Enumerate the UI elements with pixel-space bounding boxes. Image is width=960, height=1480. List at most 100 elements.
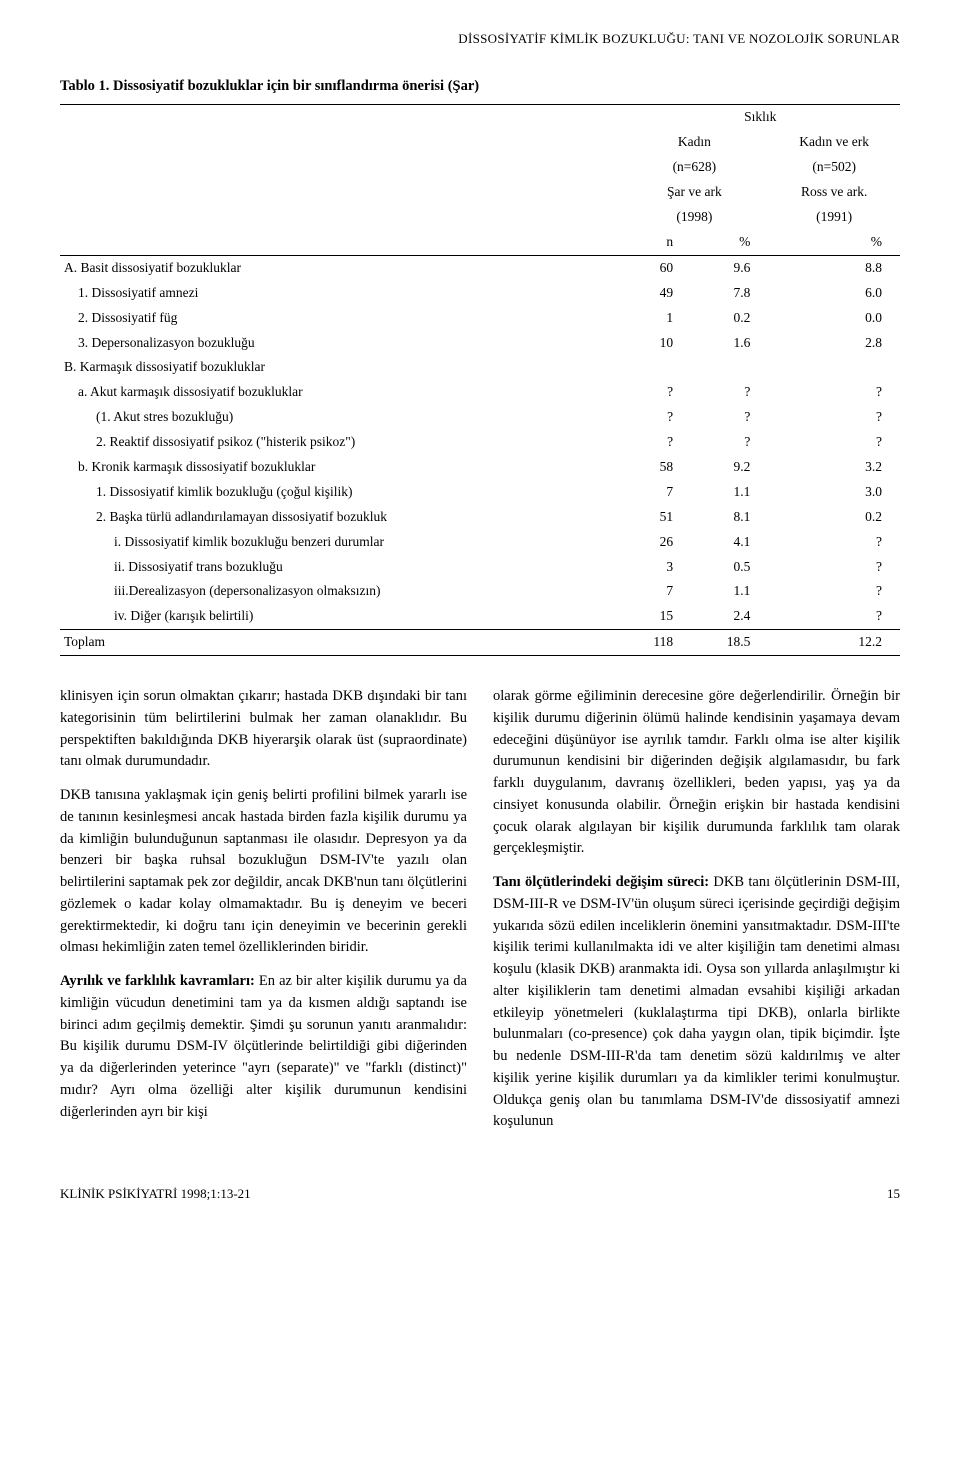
table-row: 1. Dissosiyatif amnezi497.86.0 [60, 281, 900, 306]
row-p1: 0.5 [691, 555, 768, 580]
row-p2: ? [768, 430, 900, 455]
row-p2: ? [768, 604, 900, 629]
row-label: 1. Dissosiyatif kimlik bozukluğu (çoğul … [60, 480, 620, 505]
row-p2 [768, 355, 900, 380]
row-label: iii.Derealizasyon (depersonalizasyon olm… [60, 579, 620, 604]
col-n: n [620, 230, 691, 255]
col2-h3: Ross ve ark. [768, 180, 900, 205]
para-r2-lead: Tanı ölçütlerindeki değişim süreci: [493, 874, 709, 890]
row-label: 2. Reaktif dissosiyatif psikoz ("histeri… [60, 430, 620, 455]
para-r2-body: DKB tanı ölçütlerinin DSM-III, DSM-III-R… [493, 874, 900, 1129]
para-l3: Ayrılık ve farklılık kavramları: En az b… [60, 971, 467, 1123]
row-p2: 0.2 [768, 505, 900, 530]
row-p1: 2.4 [691, 604, 768, 629]
total-p1: 18.5 [691, 630, 768, 656]
row-p2: ? [768, 405, 900, 430]
row-n: ? [620, 430, 691, 455]
col1-h1: Kadın [620, 130, 768, 155]
total-n: 118 [620, 630, 691, 656]
col-p2: % [768, 230, 900, 255]
row-p1: 1.6 [691, 331, 768, 356]
row-n: 10 [620, 331, 691, 356]
page-footer: KLİNİK PSİKİYATRİ 1998;1:13-21 15 [60, 1185, 900, 1203]
row-p1: ? [691, 380, 768, 405]
table-1: Tablo 1. Dissosiyatif bozukluklar için b… [60, 76, 900, 656]
row-n: 51 [620, 505, 691, 530]
footer-right: 15 [887, 1185, 900, 1203]
row-p1: ? [691, 430, 768, 455]
col1-h3: Şar ve ark [620, 180, 768, 205]
row-label: iv. Diğer (karışık belirtili) [60, 604, 620, 629]
table-row: ii. Dissosiyatif trans bozukluğu30.5? [60, 555, 900, 580]
table-row: 2. Reaktif dissosiyatif psikoz ("histeri… [60, 430, 900, 455]
row-label: (1. Akut stres bozukluğu) [60, 405, 620, 430]
row-label: 2. Dissosiyatif füg [60, 306, 620, 331]
row-n: 15 [620, 604, 691, 629]
row-n: 26 [620, 530, 691, 555]
row-label: 1. Dissosiyatif amnezi [60, 281, 620, 306]
para-l1: klinisyen için sorun olmaktan çıkarır; h… [60, 686, 467, 773]
row-p2: ? [768, 579, 900, 604]
table-row: (1. Akut stres bozukluğu)??? [60, 405, 900, 430]
row-n: ? [620, 405, 691, 430]
row-p1: 4.1 [691, 530, 768, 555]
row-n: ? [620, 380, 691, 405]
row-p1: 1.1 [691, 579, 768, 604]
row-label: B. Karmaşık dissosiyatif bozukluklar [60, 355, 620, 380]
table-row: 1. Dissosiyatif kimlik bozukluğu (çoğul … [60, 480, 900, 505]
row-n [620, 355, 691, 380]
table-row: a. Akut karmaşık dissosiyatif bozuklukla… [60, 380, 900, 405]
col1-h4: (1998) [620, 205, 768, 230]
row-p1: 0.2 [691, 306, 768, 331]
row-label: A. Basit dissosiyatif bozukluklar [60, 255, 620, 280]
row-p2: 8.8 [768, 255, 900, 280]
row-label: a. Akut karmaşık dissosiyatif bozuklukla… [60, 380, 620, 405]
para-l2: DKB tanısına yaklaşmak için geniş belirt… [60, 785, 467, 959]
row-p1: 9.2 [691, 455, 768, 480]
table-row: 2. Başka türlü adlandırılamayan dissosiy… [60, 505, 900, 530]
row-label: ii. Dissosiyatif trans bozukluğu [60, 555, 620, 580]
col-p1: % [691, 230, 768, 255]
body-text: klinisyen için sorun olmaktan çıkarır; h… [60, 686, 900, 1145]
row-n: 60 [620, 255, 691, 280]
row-p1: 8.1 [691, 505, 768, 530]
row-label: i. Dissosiyatif kimlik bozukluğu benzeri… [60, 530, 620, 555]
row-p2: 3.0 [768, 480, 900, 505]
row-n: 49 [620, 281, 691, 306]
row-n: 7 [620, 480, 691, 505]
row-p2: 2.8 [768, 331, 900, 356]
para-l3-lead: Ayrılık ve farklılık kavramları: [60, 973, 255, 989]
table-row: iii.Derealizasyon (depersonalizasyon olm… [60, 579, 900, 604]
row-label: 3. Depersonalizasyon bozukluğu [60, 331, 620, 356]
para-l3-body: En az bir alter kişilik durumu ya da kim… [60, 973, 467, 1120]
footer-left: KLİNİK PSİKİYATRİ 1998;1:13-21 [60, 1185, 251, 1203]
row-n: 7 [620, 579, 691, 604]
row-p2: ? [768, 380, 900, 405]
row-p2: ? [768, 530, 900, 555]
classification-table: Sıklık Kadın Kadın ve erk (n=628) (n=502… [60, 104, 900, 656]
total-label: Toplam [60, 630, 620, 656]
table-row: 3. Depersonalizasyon bozukluğu101.62.8 [60, 331, 900, 356]
table-row: i. Dissosiyatif kimlik bozukluğu benzeri… [60, 530, 900, 555]
para-r1: olarak görme eğiliminin derecesine göre … [493, 686, 900, 860]
row-n: 1 [620, 306, 691, 331]
row-n: 58 [620, 455, 691, 480]
freq-header: Sıklık [620, 105, 900, 130]
row-label: b. Kronik karmaşık dissosiyatif bozukluk… [60, 455, 620, 480]
col2-h4: (1991) [768, 205, 900, 230]
row-p2: 6.0 [768, 281, 900, 306]
table-row: iv. Diğer (karışık belirtili)152.4? [60, 604, 900, 629]
table-row: A. Basit dissosiyatif bozukluklar609.68.… [60, 255, 900, 280]
right-column: olarak görme eğiliminin derecesine göre … [493, 686, 900, 1145]
row-p2: ? [768, 555, 900, 580]
table-row: B. Karmaşık dissosiyatif bozukluklar [60, 355, 900, 380]
col2-h2: (n=502) [768, 155, 900, 180]
col1-h2: (n=628) [620, 155, 768, 180]
total-p2: 12.2 [768, 630, 900, 656]
row-p1 [691, 355, 768, 380]
left-column: klinisyen için sorun olmaktan çıkarır; h… [60, 686, 467, 1145]
row-p1: 1.1 [691, 480, 768, 505]
para-r2: Tanı ölçütlerindeki değişim süreci: DKB … [493, 872, 900, 1133]
table-row: b. Kronik karmaşık dissosiyatif bozukluk… [60, 455, 900, 480]
table-row: 2. Dissosiyatif füg10.20.0 [60, 306, 900, 331]
